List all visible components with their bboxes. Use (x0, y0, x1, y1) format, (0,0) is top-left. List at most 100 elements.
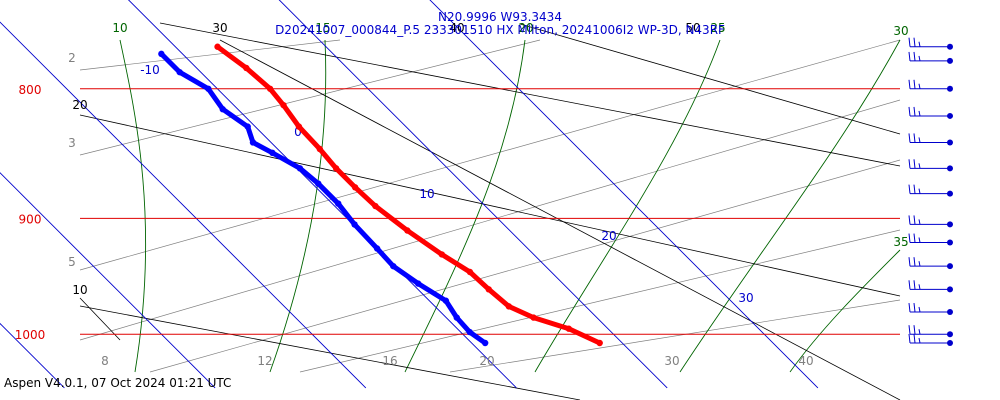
dewpoint-point (176, 68, 183, 76)
mixing-ratio-line (79, 39, 901, 271)
wind-barb-dot (947, 112, 953, 119)
wind-barb-flag (913, 333, 916, 344)
dewpoint-point (244, 123, 251, 130)
isotherm-line (0, 21, 367, 389)
temperature-point (332, 165, 340, 172)
header-mission: D20241007_000844_P.5 233301510 HX Milton… (275, 23, 725, 37)
moist-adiabat-curve (679, 39, 901, 373)
mixing-ratio-line (299, 229, 901, 373)
temperature-axis-label: 20 (479, 354, 494, 368)
temperature-point (266, 85, 274, 92)
temperature-point (438, 251, 445, 258)
wind-barb-flag (918, 237, 921, 243)
dewpoint-point (158, 50, 165, 58)
dewpoint-point (269, 149, 276, 157)
wind-barb-flag (913, 184, 916, 194)
pressure-label-1000: 1000 (15, 328, 46, 342)
wind-barb-dot (947, 239, 953, 246)
dewpoint-point (390, 262, 397, 270)
wind-barb-flag (918, 188, 921, 194)
wind-barb-flag (908, 257, 911, 267)
wind-barb-dot (947, 190, 953, 197)
dewpoint-trace (158, 50, 489, 347)
temperature-point (404, 227, 411, 234)
moist-adiabats (119, 39, 901, 373)
wind-barb-flag (913, 133, 916, 143)
isotherm-label: 20 (601, 229, 616, 243)
temperature-axis-label: 8 (101, 354, 109, 368)
isotherm-line (278, 0, 668, 389)
dewpoint-point (315, 180, 322, 187)
dry-adiabat-line (159, 22, 901, 167)
dry-adiabats (79, 22, 901, 400)
dry-adiabat-label: 20 (72, 98, 87, 112)
isotherms (0, 0, 819, 389)
wind-barb-dot (947, 43, 953, 50)
mixing-ratio-line (79, 39, 541, 156)
dry-adiabat-label: 50 (685, 21, 700, 35)
temperature-axis-label: 12 (257, 354, 272, 368)
footer-software: Aspen V4.0.1, 07 Oct 2024 01:21 UTC (4, 376, 232, 390)
wind-barb-dot (947, 331, 953, 338)
temperature-point (214, 43, 221, 50)
mixing-ratio-label: 5 (68, 255, 76, 269)
isotherm-line (0, 172, 216, 389)
wind-barb-flag (908, 333, 911, 344)
moist-adiabat-label: 10 (112, 21, 127, 35)
temperature-axis-label: 30 (664, 354, 679, 368)
wind-barb-flag (913, 215, 916, 225)
dewpoint-point (415, 280, 422, 287)
dewpoint-point (453, 314, 460, 321)
wind-barb-flag (913, 106, 916, 116)
mixing-ratio-lines (79, 39, 901, 373)
wind-barb-flag (913, 280, 916, 290)
dewpoint-point (373, 245, 381, 252)
wind-barb-flag (918, 55, 921, 62)
temperature-axis-label: 40 (798, 354, 813, 368)
wind-barb-flag (913, 257, 916, 267)
wind-barb-flag (918, 137, 921, 143)
chart-labels: 6007008009001000-10010203030201040501015… (15, 21, 909, 368)
wind-barb-flag (918, 110, 921, 117)
dewpoint-point (442, 297, 450, 304)
dry-adiabat-label: 40 (449, 21, 464, 35)
dewpoint-point (335, 200, 342, 207)
temperature-point (505, 303, 513, 310)
header-position: N20.9996 W93.3434 (438, 10, 562, 24)
wind-barb-flag (913, 325, 916, 335)
temperature-point (316, 145, 323, 153)
isotherm-label: 30 (738, 291, 753, 305)
wind-barb-flag (918, 83, 921, 89)
wind-barb-flag (908, 280, 911, 290)
wind-barb-flag (908, 51, 911, 61)
moist-adiabat-curve (119, 39, 147, 373)
wind-barb-flag (913, 37, 916, 47)
wind-barb-flag (908, 133, 911, 143)
dewpoint-point (466, 328, 473, 336)
isotherm-label: 0 (294, 125, 302, 139)
mixing-ratio-line (79, 39, 341, 71)
temperature-point (596, 339, 603, 347)
temperature-point (372, 202, 379, 210)
temperature-axis-label: 16 (382, 354, 397, 368)
wind-barb-flag (908, 325, 911, 335)
mixing-ratio-label: 3 (68, 136, 76, 150)
temperature-point (565, 325, 573, 332)
temperature-point (530, 314, 537, 321)
wind-barb-dot (947, 340, 953, 346)
mixing-ratio-line (79, 99, 901, 341)
isobars (80, 88, 900, 335)
temperature-point (466, 268, 474, 276)
wind-barb-dot (947, 85, 953, 92)
temperature-trace (214, 43, 603, 347)
dry-adiabat-line (219, 39, 901, 400)
mixing-ratio-line (149, 159, 901, 373)
moist-adiabat-label: 25 (710, 21, 725, 35)
moist-adiabat-curve (269, 39, 327, 373)
temperature-point (280, 101, 287, 109)
wind-barb-flag (908, 184, 911, 194)
moist-adiabat-curve (534, 39, 721, 373)
wind-barb-flag (913, 51, 916, 61)
